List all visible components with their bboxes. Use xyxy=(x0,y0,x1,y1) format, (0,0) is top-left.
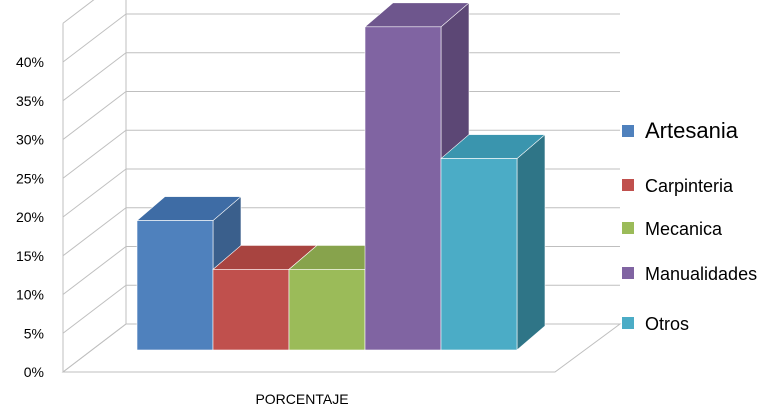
y-tick-label: 10% xyxy=(16,287,44,303)
legend-label-carpinteria: Carpinteria xyxy=(645,176,734,196)
bar-front xyxy=(364,26,442,351)
bar-side xyxy=(516,133,546,351)
gridline-side xyxy=(62,323,127,373)
y-tick-label: 0% xyxy=(24,364,44,380)
bar-front xyxy=(440,158,518,351)
bar-front xyxy=(288,269,366,351)
legend-label-mecanica: Mecanica xyxy=(645,219,723,239)
gridline-side xyxy=(62,52,127,102)
bar-front xyxy=(136,220,214,351)
y-axis-ticks: 0% 5% 10% 15% 20% 25% 30% 35% 40% xyxy=(16,54,44,380)
gridline-side xyxy=(62,13,127,63)
gridline-side xyxy=(62,0,95,24)
legend-swatch xyxy=(622,125,634,137)
y-tick-label: 40% xyxy=(16,54,44,70)
y-tick-label: 5% xyxy=(24,325,44,341)
gridline-side xyxy=(62,246,127,295)
bars xyxy=(136,2,546,351)
gridline-side xyxy=(62,207,127,257)
legend: Artesania Carpinteria Mecanica Manualidades… xyxy=(622,118,757,334)
y-tick-label: 20% xyxy=(16,209,44,225)
gridline-side xyxy=(62,168,127,218)
x-axis-label: PORCENTAJE xyxy=(255,391,348,407)
legend-swatch xyxy=(622,222,634,234)
legend-label-artesania: Artesania xyxy=(645,118,739,143)
bar-front xyxy=(212,269,290,351)
gridline-side xyxy=(62,91,127,140)
legend-label-manualidades: Manualidades xyxy=(645,264,757,284)
legend-swatch xyxy=(622,179,634,191)
bar-otros xyxy=(440,133,546,351)
legend-label-otros: Otros xyxy=(645,314,689,334)
legend-swatch xyxy=(622,267,634,279)
y-tick-label: 30% xyxy=(16,132,44,148)
y-tick-label: 25% xyxy=(16,170,44,186)
y-tick-label: 35% xyxy=(16,93,44,109)
gridline-side xyxy=(62,129,127,179)
gridline-side xyxy=(62,284,127,334)
legend-swatch xyxy=(622,317,634,329)
y-tick-label: 15% xyxy=(16,248,44,264)
